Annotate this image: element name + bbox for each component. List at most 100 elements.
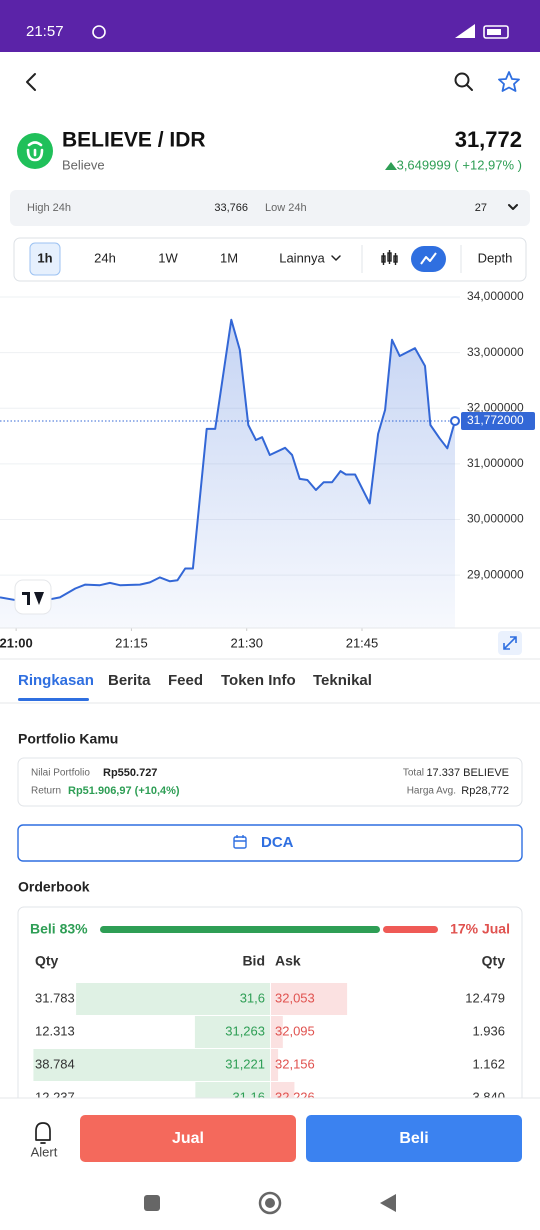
candle-icon[interactable] (381, 250, 398, 265)
tab[interactable]: Token Info (221, 672, 296, 689)
portfolio-card (17, 757, 523, 807)
recents-button[interactable] (144, 1195, 160, 1211)
timeframe-option[interactable]: 24h (94, 250, 116, 265)
depth-button[interactable]: Depth (478, 250, 513, 265)
alert-label[interactable]: Alert (31, 1144, 58, 1159)
status-bar (0, 0, 540, 52)
bid-qty: 38.784 (35, 1056, 75, 1071)
x-tick-label: 21:45 (346, 635, 379, 650)
timeframe-option[interactable]: 1W (158, 250, 178, 265)
bid-price[interactable]: 31,263 (225, 1023, 265, 1038)
price-chart: 29,000000 30,000000 31,000000 32,000000 33,0… (0, 289, 535, 650)
price-change: 3,649999 ( +12,97% ) (397, 157, 522, 172)
more-chevron (331, 255, 341, 261)
ask-depth-bar (271, 983, 348, 1015)
ask-qty: 1.936 (472, 1023, 505, 1038)
tradingview-logo (14, 579, 52, 615)
total-label: Total (403, 768, 424, 779)
ask-depth-bar (271, 1049, 279, 1081)
orderbook-title: Orderbook (18, 879, 90, 895)
low-value: 27 (475, 202, 487, 214)
buy-button[interactable] (306, 1115, 522, 1162)
dca-icon (233, 835, 247, 849)
last-point (450, 415, 460, 426)
timeframe-option[interactable]: 1M (220, 250, 238, 265)
high-label: High 24h (27, 202, 71, 214)
buy-label: Beli (399, 1130, 428, 1147)
timeframe-selected (29, 242, 61, 276)
home-button[interactable] (258, 1191, 282, 1215)
bid-price[interactable]: 31,221 (225, 1056, 265, 1071)
y-tick-label: 34,000000 (467, 289, 524, 303)
avg-value: Rp28,772 (461, 785, 509, 797)
back-button[interactable] (26, 73, 36, 91)
ask-qty: 12.479 (465, 990, 505, 1005)
pair-title: BELIEVE / IDR (62, 129, 206, 152)
x-tick-label: 21:00 (0, 635, 33, 650)
timeframe-option[interactable]: 1h (37, 250, 52, 265)
alert-icon[interactable] (35, 1122, 51, 1144)
bid-price[interactable]: 31,6 (240, 990, 265, 1005)
price: 31,772 (455, 127, 522, 152)
bid-depth-bar (194, 1016, 270, 1048)
area-fill (0, 319, 455, 628)
timeframe-option[interactable]: Lainnya (279, 250, 325, 265)
return-value: Rp51.906,97 (+10,4%) (68, 785, 180, 797)
tab[interactable]: Berita (108, 672, 151, 689)
fullscreen-icon (503, 636, 517, 650)
total-value: 17.337 BELIEVE (426, 767, 509, 779)
y-tick-label: 31,000000 (467, 456, 524, 470)
sell-button[interactable] (80, 1115, 296, 1162)
qty-header: Qty (482, 953, 506, 969)
portfolio-value: Rp550.727 (103, 767, 157, 779)
tab[interactable]: Teknikal (313, 672, 372, 689)
tabs: Ringkasan Berita Feed Token Info Teknikal (18, 672, 372, 689)
status-icons (92, 24, 509, 39)
bid-depth-bar (33, 1049, 270, 1081)
line-icon (420, 252, 437, 265)
last-price-badge (461, 411, 535, 430)
x-tick-label: 21:15 (115, 635, 148, 650)
dca-button[interactable] (17, 824, 523, 862)
favorite-button[interactable] (498, 71, 520, 92)
buy-ratio: Beli 83% (30, 921, 88, 937)
high-value: 33,766 (214, 202, 248, 214)
tab-indicator (18, 698, 89, 701)
y-tick-label: 33,000000 (467, 345, 524, 359)
up-arrow (385, 162, 397, 170)
bid-qty: 12.313 (35, 1023, 75, 1038)
timeframe-bar (13, 237, 527, 282)
y-tick-label: 32,000000 (467, 400, 524, 414)
portfolio-title: Portfolio Kamu (18, 731, 118, 747)
stats-bar[interactable] (10, 190, 530, 226)
y-tick-label: 29,000000 (467, 567, 524, 581)
ask-header: Ask (275, 953, 301, 969)
dca-label: DCA (261, 834, 294, 851)
last-price-label: 31,772000 (467, 413, 524, 427)
avg-label: Harga Avg. (407, 786, 456, 797)
tab[interactable]: Feed (168, 672, 203, 689)
token-logo-glyph (26, 141, 44, 162)
ask-price[interactable]: 32,156 (275, 1056, 315, 1071)
ask-price[interactable]: 32,095 (275, 1023, 315, 1038)
token-name: Believe (62, 157, 105, 172)
y-tick-label: 30,000000 (467, 512, 524, 526)
back-system-button[interactable] (380, 1194, 396, 1212)
status-time: 21:57 (26, 23, 64, 40)
portfolio-value-label: Nilai Portfolio (31, 768, 90, 779)
ask-qty: 1.162 (472, 1056, 505, 1071)
buy-ratio-bar (100, 926, 380, 933)
low-label: Low 24h (265, 202, 307, 214)
bid-depth-bar (76, 983, 270, 1015)
ask-depth-bar (271, 1016, 283, 1048)
expand-stats[interactable] (508, 204, 518, 210)
price-line (0, 318, 456, 602)
timeframe-options: 1h 24h 1W 1M Lainnya (37, 250, 325, 265)
bid-header: Bid (242, 953, 265, 969)
search-button[interactable] (454, 72, 473, 91)
tab[interactable]: Ringkasan (18, 672, 94, 689)
ask-price[interactable]: 32,053 (275, 990, 315, 1005)
sell-ratio-bar (383, 926, 438, 933)
bid-qty: 31.783 (35, 990, 75, 1005)
